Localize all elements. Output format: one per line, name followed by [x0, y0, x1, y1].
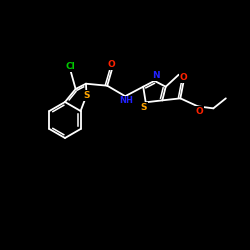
Text: S: S — [83, 91, 90, 100]
Text: O: O — [180, 73, 188, 82]
Text: Cl: Cl — [66, 62, 76, 71]
Text: NH: NH — [120, 96, 134, 105]
Text: N: N — [152, 71, 160, 80]
Text: O: O — [195, 107, 203, 116]
Text: S: S — [140, 103, 147, 112]
Text: O: O — [108, 60, 116, 69]
